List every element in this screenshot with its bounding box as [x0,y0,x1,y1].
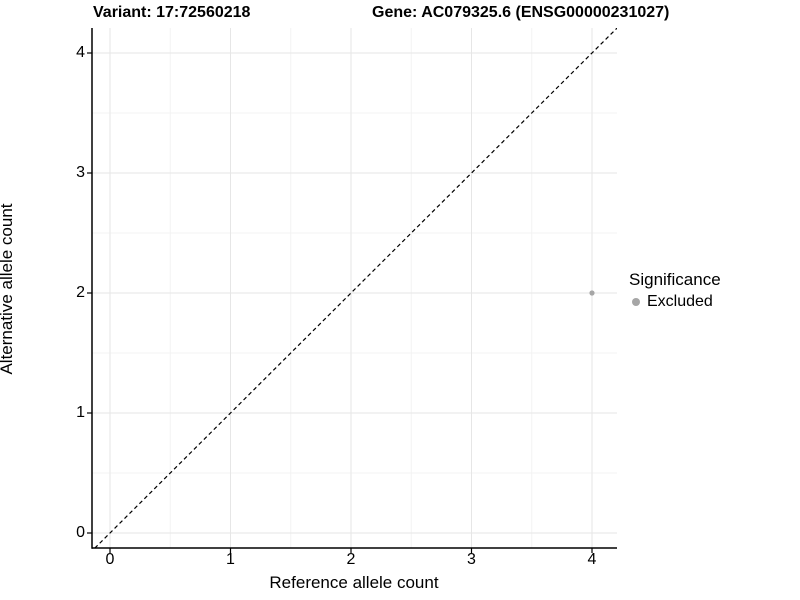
legend-item-excluded: Excluded [629,293,794,311]
x-tick-label: 0 [105,551,115,568]
x-tick-label: 1 [226,551,235,568]
x-tick-label: 2 [346,551,356,568]
y-tick-label: 3 [76,164,85,181]
chart-title-variant: Variant: 17:72560218 [93,4,251,21]
x-axis-title: Reference allele count [269,573,439,592]
chart-title-gene: Gene: AC079325.6 (ENSG00000231027) [372,4,670,21]
x-tick-label: 3 [467,551,476,568]
legend-title: Significance [629,270,721,289]
y-tick-label: 1 [76,404,85,421]
y-tick-label: 2 [76,284,85,301]
legend-item-label: Excluded [647,293,713,310]
y-tick-label: 0 [76,524,85,541]
axis-lines [91,28,617,549]
gridlines-minor [92,28,617,548]
legend: Significance Excluded [629,270,794,311]
data-point [589,290,595,296]
identity-reference-line [94,28,617,548]
y-axis-title: Alternative allele count [0,203,16,375]
legend-point-icon [632,298,640,306]
axis-tick-marks [87,52,593,553]
data-points [589,290,595,296]
y-tick-label: 4 [76,44,85,61]
gridlines-major [92,28,617,548]
plot-panel [87,28,617,553]
x-tick-label: 4 [587,551,597,568]
